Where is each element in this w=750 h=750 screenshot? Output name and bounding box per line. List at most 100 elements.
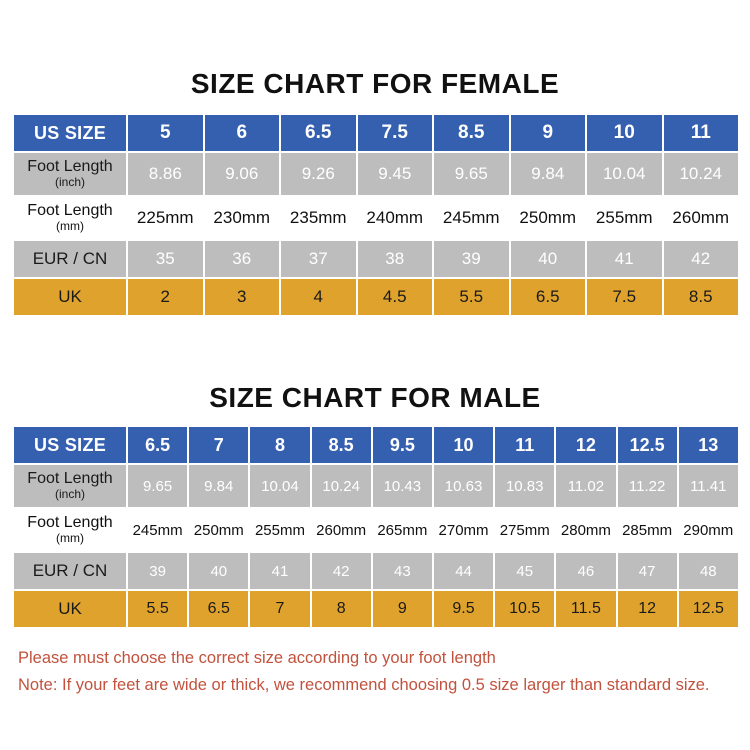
cell-uk-3: 7 [250,591,310,627]
row-label-foot-length-inch-sub: (inch) [54,487,85,502]
row-label-uk: UK [14,279,126,315]
cell-foot-length-inch-1: 8.86 [128,153,203,195]
cell-us-size-4: 8.5 [311,427,371,463]
cell-us-size-5: 8.5 [434,115,509,151]
row-label-foot-length-mm-main: Foot Length [27,514,113,532]
cell-uk-8: 11.5 [556,591,616,627]
cell-eur-cn-6: 44 [433,553,494,589]
cell-eur-cn-4: 38 [357,241,432,277]
cell-foot-length-mm-2: 230mm [204,197,279,239]
cell-eur-cn-3: 37 [281,241,356,277]
cell-us-size-5: 9.5 [372,427,432,463]
cell-foot-length-mm-6: 270mm [433,509,494,551]
row-label-uk: UK [14,591,126,627]
page-title-male: SIZE CHART FOR MALE [209,382,541,413]
cell-eur-cn-8: 46 [556,553,616,589]
cell-eur-cn-5: 39 [434,241,509,277]
cell-eur-cn-6: 40 [510,241,585,277]
cell-eur-cn-3: 41 [250,553,310,589]
row-label-foot-length-inch-main: Foot Length [27,158,113,176]
cell-foot-length-inch-2: 9.06 [204,153,279,195]
cell-uk-7: 7.5 [587,279,662,315]
cell-foot-length-inch-5: 10.43 [372,465,432,507]
cell-foot-length-mm-5: 265mm [372,509,432,551]
cell-foot-length-inch-3: 10.04 [250,465,310,507]
table-row-foot-length-inch-female: Foot Length (inch) 8.86 9.06 9.26 9.45 9.65 9… [14,153,738,195]
row-label-us-size: US SIZE [14,115,126,151]
row-label-foot-length-mm-sub: (mm) [56,531,84,546]
row-label-foot-length-mm: Foot Length (mm) [14,197,126,239]
cell-foot-length-inch-6: 10.63 [433,465,494,507]
row-label-foot-length-inch: Foot Length (inch) [14,153,126,195]
table-row-uk-female: UK 2 3 4 4.5 5.5 6.5 7.5 8.5 [14,279,738,315]
cell-foot-length-mm-5: 245mm [434,197,509,239]
cell-foot-length-mm-8: 260mm [663,197,738,239]
cell-foot-length-mm-7: 275mm [495,509,555,551]
cell-uk-5: 9 [372,591,432,627]
table-row-eur-cn-female: EUR / CN 35 36 37 38 39 40 41 42 [14,241,738,277]
cell-eur-cn-1: 39 [128,553,188,589]
cell-foot-length-mm-3: 235mm [281,197,356,239]
cell-foot-length-inch-7: 10.83 [495,465,555,507]
cell-us-size-4: 7.5 [357,115,432,151]
cell-eur-cn-5: 43 [372,553,432,589]
footer-notes: Please must choose the correct size acco… [18,645,738,699]
cell-uk-6: 6.5 [510,279,585,315]
cell-foot-length-inch-4: 9.45 [357,153,432,195]
cell-foot-length-mm-1: 225mm [128,197,203,239]
row-label-foot-length-inch-sub: (inch) [54,175,85,190]
cell-foot-length-mm-2: 250mm [189,509,249,551]
size-table-female: US SIZE 5 6 6.5 7.5 8.5 9 10 11 Foot Length (in… [12,113,740,317]
cell-foot-length-inch-7: 10.04 [587,153,662,195]
cell-us-size-6: 10 [433,427,494,463]
cell-eur-cn-4: 42 [311,553,371,589]
row-label-eur-cn: EUR / CN [14,553,126,589]
female-table-body: US SIZE 5 6 6.5 7.5 8.5 9 10 11 Foot Length (in… [14,115,738,315]
cell-us-size-7: 11 [495,427,555,463]
cell-us-size-3: 6.5 [281,115,356,151]
table-row-uk-male: UK 5.5 6.5 7 8 9 9.5 10.5 11.5 12 12.5 [14,591,738,627]
cell-eur-cn-7: 45 [495,553,555,589]
table-row-us-size-male: US SIZE 6.5 7 8 8.5 9.5 10 11 12 12.5 13 [14,427,738,463]
cell-eur-cn-10: 48 [678,553,738,589]
cell-foot-length-mm-10: 290mm [678,509,738,551]
cell-foot-length-inch-2: 9.84 [189,465,249,507]
cell-us-size-10: 13 [678,427,738,463]
cell-foot-length-inch-10: 11.41 [678,465,738,507]
table-row-eur-cn-male: EUR / CN 39 40 41 42 43 44 45 46 47 48 [14,553,738,589]
cell-foot-length-inch-6: 9.84 [510,153,585,195]
row-label-foot-length-mm-sub: (mm) [56,219,84,234]
cell-foot-length-inch-8: 10.24 [663,153,738,195]
cell-foot-length-mm-8: 280mm [556,509,616,551]
row-label-foot-length-inch-main: Foot Length [27,470,113,488]
cell-eur-cn-2: 40 [189,553,249,589]
cell-uk-2: 6.5 [189,591,249,627]
cell-uk-7: 10.5 [495,591,555,627]
cell-foot-length-mm-1: 245mm [128,509,188,551]
cell-uk-4: 8 [311,591,371,627]
row-label-foot-length-mm-main: Foot Length [27,202,113,220]
cell-foot-length-mm-7: 255mm [587,197,662,239]
cell-eur-cn-7: 41 [587,241,662,277]
row-label-us-size: US SIZE [14,427,126,463]
table-row-foot-length-mm-female: Foot Length (mm) 225mm 230mm 235mm 240mm 245… [14,197,738,239]
cell-us-size-8: 12 [556,427,616,463]
cell-foot-length-inch-4: 10.24 [311,465,371,507]
size-table-male: US SIZE 6.5 7 8 8.5 9.5 10 11 12 12.5 13 Foot Len… [12,425,740,629]
note-line-1: Please must choose the correct size acco… [18,649,496,667]
cell-foot-length-inch-1: 9.65 [128,465,188,507]
cell-uk-10: 12.5 [678,591,738,627]
cell-us-size-6: 9 [510,115,585,151]
note-line-2: Note: If your feet are wide or thick, we… [18,676,710,694]
cell-eur-cn-2: 36 [204,241,279,277]
cell-uk-1: 5.5 [128,591,188,627]
cell-foot-length-inch-5: 9.65 [434,153,509,195]
cell-uk-9: 12 [617,591,677,627]
row-label-foot-length-mm: Foot Length (mm) [14,509,126,551]
cell-foot-length-mm-4: 240mm [357,197,432,239]
cell-uk-6: 9.5 [433,591,494,627]
cell-foot-length-mm-6: 250mm [510,197,585,239]
cell-uk-5: 5.5 [434,279,509,315]
cell-uk-8: 8.5 [663,279,738,315]
